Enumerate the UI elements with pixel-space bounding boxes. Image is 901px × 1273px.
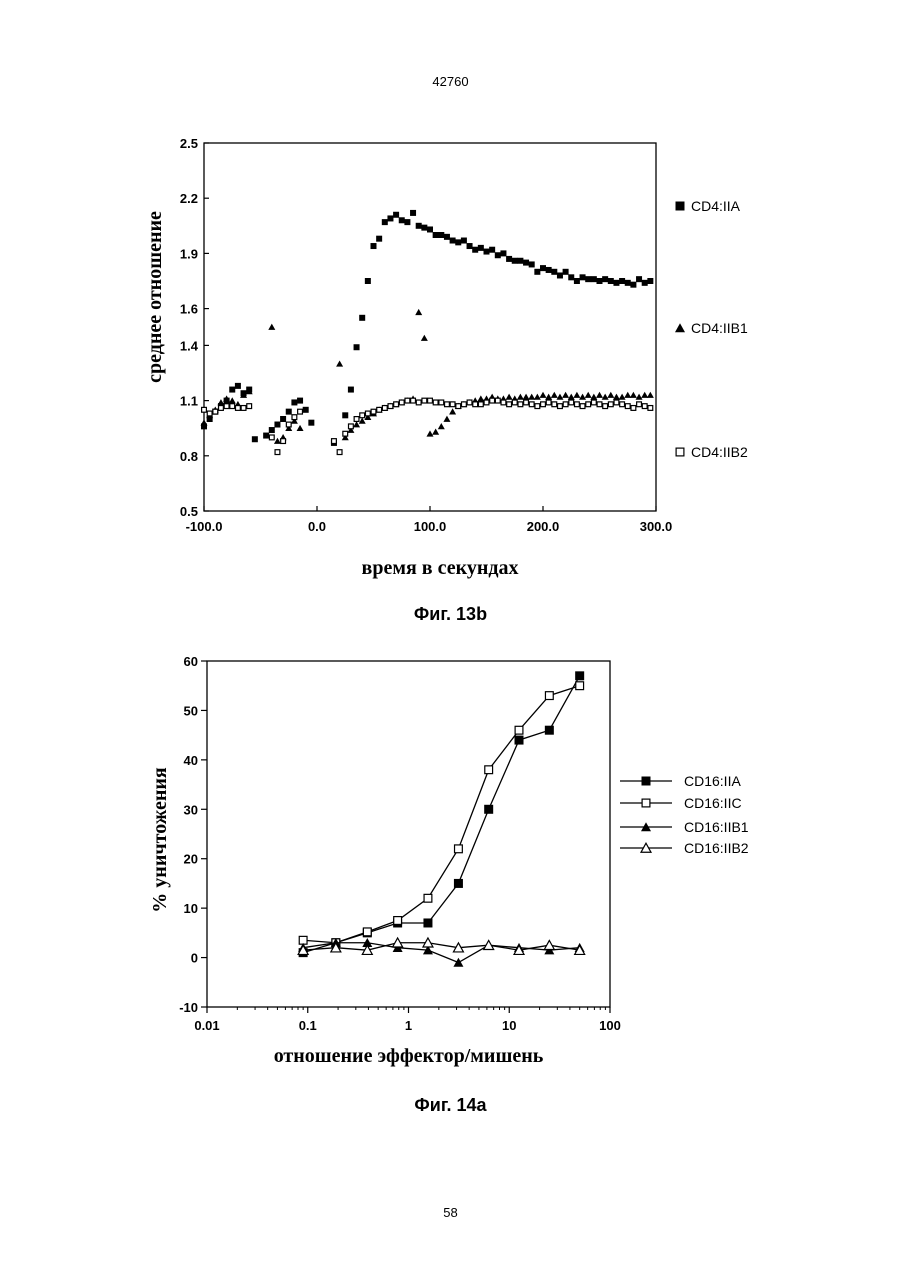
data-point (454, 879, 463, 888)
legend-label: CD16:IIA (684, 773, 741, 789)
y-tick-label: -10 (179, 1000, 198, 1015)
data-point (363, 928, 371, 936)
y-tick-label: 50 (184, 703, 198, 718)
series-line (303, 686, 580, 943)
data-point (544, 940, 554, 949)
y-axis-label: % уничтожения (149, 767, 171, 913)
plot-frame (207, 661, 610, 1007)
y-tick-label: 40 (184, 753, 198, 768)
data-point (484, 805, 493, 814)
data-point (515, 736, 524, 745)
figure-caption-14a: Фиг. 14a (0, 1095, 901, 1116)
data-point (545, 692, 553, 700)
y-tick-label: 0 (191, 951, 198, 966)
x-tick-label: 0.1 (299, 1018, 317, 1033)
data-point (455, 845, 463, 853)
page-number: 58 (0, 1205, 901, 1220)
data-point (424, 894, 432, 902)
x-tick-label: 10 (502, 1018, 516, 1033)
data-point (453, 958, 463, 967)
series-line (303, 943, 580, 963)
legend-marker (642, 799, 650, 807)
series-CD16:IIA (299, 671, 585, 957)
y-tick-label: 20 (184, 852, 198, 867)
data-point (485, 766, 493, 774)
data-point (394, 917, 402, 925)
x-tick-label: 1 (405, 1018, 412, 1033)
data-point (575, 671, 584, 680)
y-tick-label: 10 (184, 901, 198, 916)
legend-label: CD16:IIB2 (684, 840, 749, 856)
legend-label: CD16:IIB1 (684, 819, 749, 835)
data-point (576, 682, 584, 690)
y-tick-label: 30 (184, 802, 198, 817)
data-point (545, 726, 554, 735)
chart-14a: -10 0 10 20 30 40 50 60 0.01 0.1 1 10 100 отношение э… (0, 0, 901, 1090)
series-line (303, 676, 580, 953)
x-tick-label: 0.01 (194, 1018, 219, 1033)
x-tick-label: 100 (599, 1018, 621, 1033)
series-CD16:IIC (299, 682, 583, 947)
legend-label: CD16:IIC (684, 795, 742, 811)
data-point (515, 726, 523, 734)
x-axis-label: отношение эффектор/мишень (274, 1045, 544, 1067)
legend-marker (642, 777, 651, 786)
data-point (423, 918, 432, 927)
y-tick-label: 60 (184, 654, 198, 669)
